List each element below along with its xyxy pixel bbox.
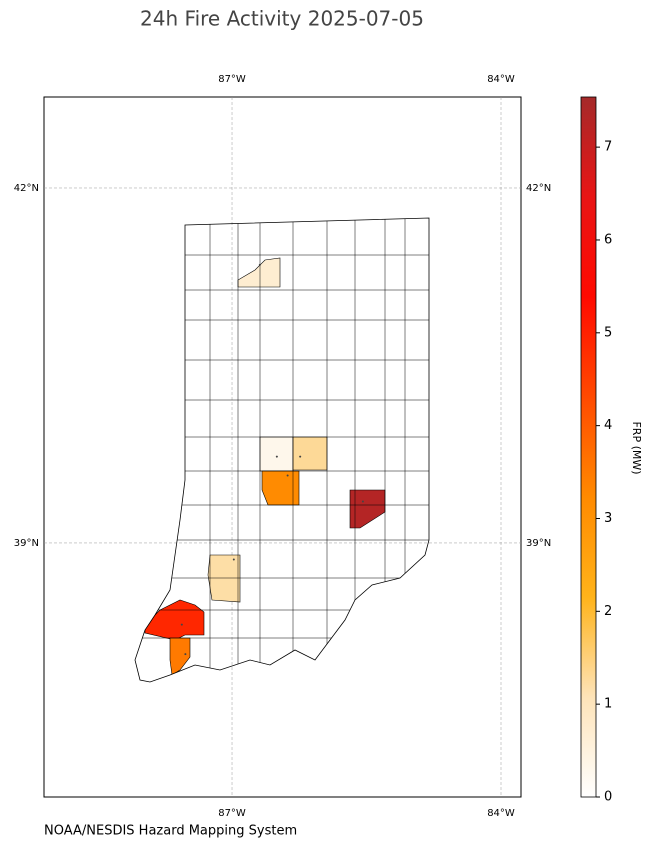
fire-county [349, 489, 386, 529]
credit: NOAA/NESDIS Hazard Mapping System [44, 824, 297, 839]
colorbar-label: FRP (MW) [630, 421, 643, 474]
fire-point [232, 558, 235, 561]
fire-county [292, 436, 328, 471]
fire-county [259, 436, 294, 472]
lat-label: 39°N [526, 538, 551, 549]
fire-point [275, 455, 278, 458]
lat-label: 39°N [14, 538, 39, 549]
colorbar-tick-label: 0 [604, 790, 612, 805]
lon-label: 84°W [487, 808, 515, 819]
fire-point [258, 263, 261, 266]
colorbar-tick-label: 6 [604, 232, 612, 247]
colorbar [580, 96, 597, 798]
colorbar-tick-label: 2 [604, 604, 612, 619]
colorbar-tick-label: 7 [604, 140, 612, 155]
colorbar-tick-label: 4 [604, 418, 612, 433]
colorbar-tick-label: 5 [604, 325, 612, 340]
counties [135, 218, 429, 682]
fire-county [261, 470, 300, 506]
lon-label: 87°W [218, 808, 246, 819]
lon-label: 87°W [218, 74, 246, 85]
colorbar-tick-label: 3 [604, 511, 612, 526]
lat-label: 42°N [14, 183, 39, 194]
title: 24h Fire Activity 2025-07-05 [140, 7, 424, 31]
state-outline [134, 217, 430, 683]
lat-label: 42°N [526, 183, 551, 194]
fire-point [184, 653, 187, 656]
fire-point [286, 474, 289, 477]
graticule [44, 97, 521, 797]
fire-county [207, 554, 241, 603]
fire-point [299, 455, 302, 458]
colorbar-tick-label: 1 [604, 697, 612, 712]
lon-label: 84°W [487, 74, 515, 85]
fire-point [180, 623, 183, 626]
fire-point [361, 500, 364, 503]
